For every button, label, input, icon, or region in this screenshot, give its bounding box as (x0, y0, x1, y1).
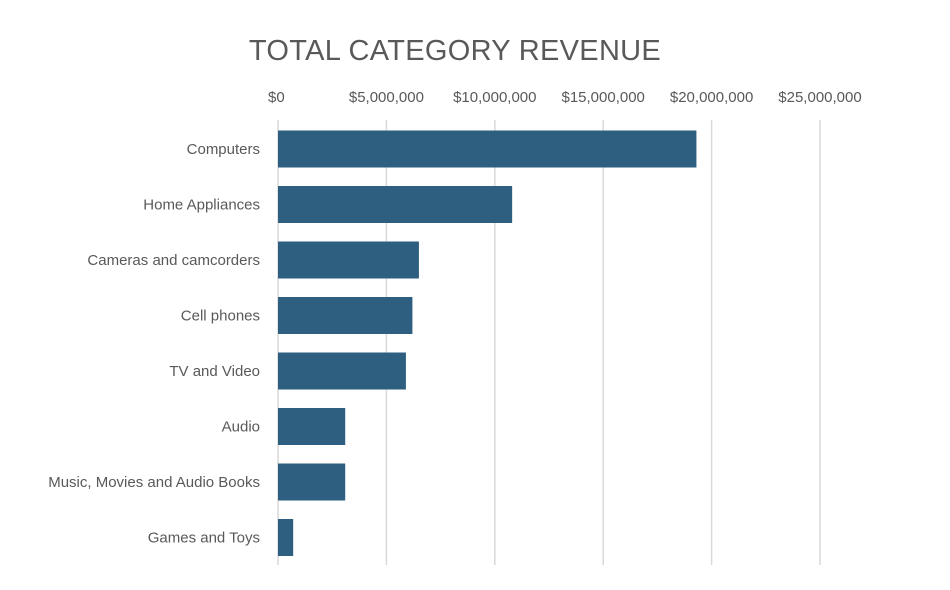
x-tick-label: $5,000,000 (349, 89, 424, 106)
category-label: Music, Movies and Audio Books (48, 474, 260, 491)
category-labels: Computers Home Appliances Cameras and camc… (48, 141, 260, 547)
x-tick-label: $25,000,000 (778, 89, 861, 106)
x-tick-label: $0 (268, 89, 285, 106)
x-tick-label: $10,000,000 (453, 89, 536, 106)
category-label: Home Appliances (143, 197, 260, 214)
bar (278, 408, 346, 445)
category-label: TV and Video (169, 363, 260, 380)
bar (278, 186, 513, 223)
chart-title: TOTAL CATEGORY REVENUE (249, 35, 661, 67)
category-label: Games and Toys (148, 530, 260, 547)
x-tick-label: $20,000,000 (670, 89, 753, 106)
x-tick-label: $15,000,000 (561, 89, 644, 106)
bar (278, 130, 697, 168)
bar (278, 519, 294, 556)
category-label: Audio (222, 419, 260, 436)
category-label: Cell phones (181, 308, 260, 325)
bar (278, 241, 419, 279)
x-axis-tick-labels: $0 $5,000,000 $10,000,000 $15,000,000 $20,00… (268, 89, 862, 106)
bar (278, 463, 346, 501)
bars (278, 130, 697, 556)
category-label: Cameras and camcorders (87, 252, 260, 269)
category-label: Computers (187, 141, 260, 158)
bar (278, 352, 406, 390)
bar (278, 297, 413, 334)
